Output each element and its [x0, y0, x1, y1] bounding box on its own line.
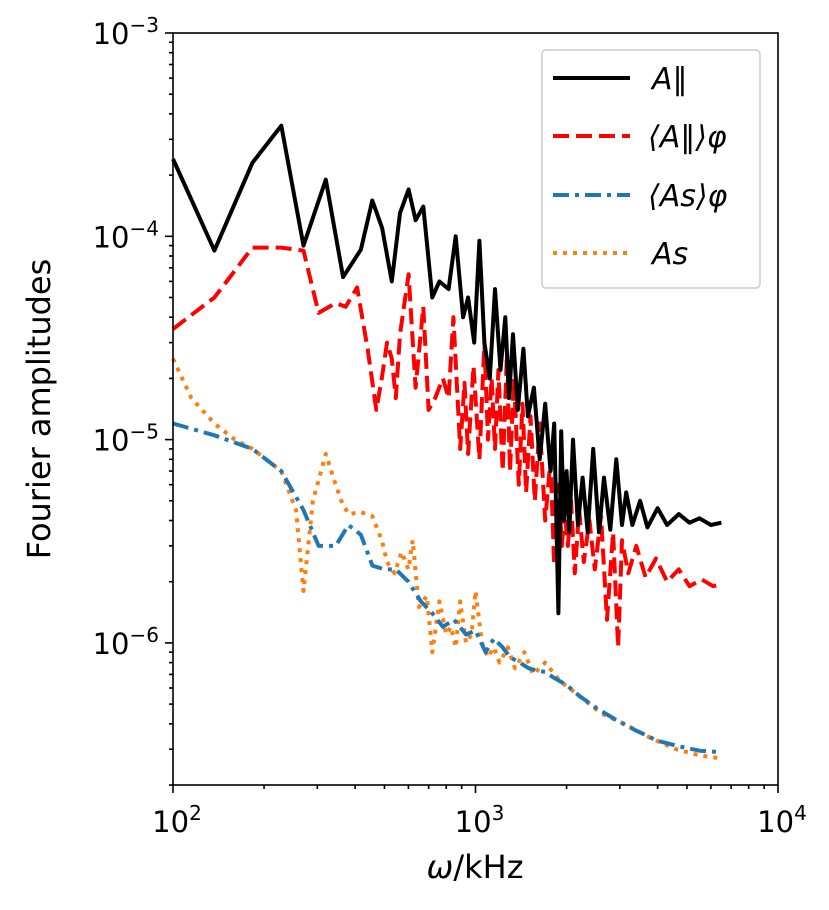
legend-label-a-s-avg-text: ⟨As⟩φ	[648, 179, 728, 214]
y-axis-label: Fourier amplitudes	[20, 259, 58, 560]
legend-label-a-par-text: A‖	[650, 62, 688, 97]
legend-label-a-s: As	[650, 237, 688, 272]
legend-label-a-par-avg-text: ⟨A‖⟩φ	[648, 120, 727, 155]
legend-label-a-s-avg: ⟨As⟩φ	[648, 179, 728, 214]
series-line-a-par-avg	[171, 245, 722, 650]
series-line-a-s-avg	[172, 421, 722, 755]
x-tick-label: 103	[455, 801, 505, 839]
series-line-a-s	[171, 357, 722, 761]
y-tick-label: 10−3	[93, 13, 159, 51]
x-tick-label: 104	[757, 801, 807, 839]
x-axis-label: ω/kHz	[427, 848, 524, 886]
legend-label-a-par-avg: ⟨A‖⟩φ	[648, 120, 727, 155]
ticks-layer: 102 103 104 10−6 10−5 10−4 10−3	[93, 13, 807, 839]
x-tick-label: 102	[152, 801, 202, 839]
legend-box	[541, 49, 761, 289]
y-tick-label: 10−5	[93, 420, 159, 458]
y-tick-label: 10−6	[93, 623, 159, 661]
y-tick-label: 10−4	[93, 216, 159, 254]
series-layer	[171, 123, 722, 761]
legend-label-a-par: A‖	[650, 62, 688, 97]
x-axis-label-symbol: ω	[427, 848, 454, 886]
series-line-a-par	[171, 123, 722, 616]
legend-label-a-s-text: As	[650, 237, 688, 272]
x-axis-label-unit: /kHz	[453, 848, 523, 886]
legend: A‖ ⟨A‖⟩φ ⟨As⟩φ As	[541, 49, 761, 289]
